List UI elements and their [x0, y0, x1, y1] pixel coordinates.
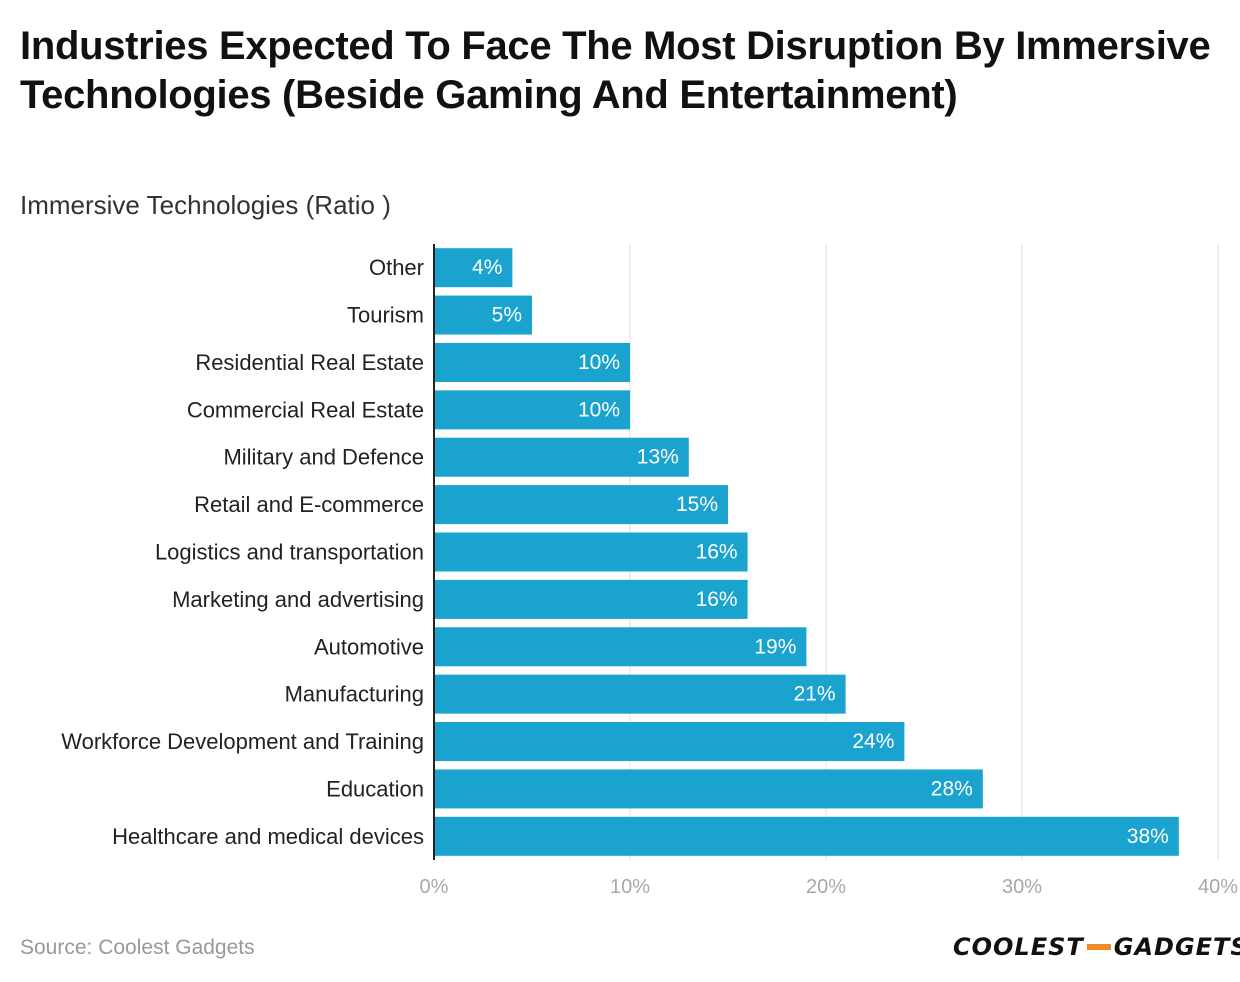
logo-text-right: GADGETS: [1113, 933, 1240, 961]
data-label: 24%: [852, 730, 894, 753]
logo-dash-icon: [1086, 944, 1111, 950]
data-label: 4%: [472, 256, 502, 279]
category-label: Retail and E-commerce: [194, 492, 424, 517]
bar: [434, 722, 905, 762]
data-label: 13%: [637, 446, 679, 469]
x-tick-label: 0%: [420, 876, 449, 898]
x-tick-label: 30%: [1002, 876, 1042, 898]
bar: [434, 816, 1179, 856]
category-label: Workforce Development and Training: [61, 729, 424, 754]
category-label: Commercial Real Estate: [187, 397, 424, 422]
category-label: Residential Real Estate: [195, 350, 424, 375]
chart-title: Industries Expected To Face The Most Dis…: [20, 24, 1211, 117]
category-label: Logistics and transportation: [155, 540, 424, 565]
data-label: 10%: [578, 398, 620, 421]
data-label: 5%: [492, 304, 522, 327]
bar: [434, 248, 513, 288]
category-label: Other: [369, 255, 424, 280]
bar: [434, 390, 630, 430]
data-label: 28%: [931, 777, 973, 800]
bar: [434, 485, 728, 525]
x-tick-label: 20%: [806, 876, 846, 898]
logo-text-left: COOLEST: [953, 933, 1084, 961]
source-note: Source: Coolest Gadgets: [20, 936, 255, 959]
category-label: Healthcare and medical devices: [112, 824, 424, 849]
data-label: 16%: [696, 541, 738, 564]
x-tick-label: 10%: [610, 876, 650, 898]
category-label: Education: [326, 776, 424, 801]
data-label: 38%: [1127, 825, 1169, 848]
bar: [434, 437, 689, 477]
bar: [434, 295, 532, 335]
bar: [434, 627, 807, 667]
bar: [434, 769, 983, 809]
category-label: Manufacturing: [285, 682, 424, 707]
data-label: 19%: [754, 635, 796, 658]
category-label: Marketing and advertising: [172, 587, 424, 612]
data-label: 21%: [794, 683, 836, 706]
category-label: Military and Defence: [223, 445, 424, 470]
category-label: Tourism: [347, 303, 424, 328]
bar: [434, 532, 748, 572]
bar: [434, 579, 748, 619]
coolest-gadgets-logo: COOLEST GADGETS: [953, 927, 1240, 967]
chart-subtitle: Immersive Technologies (Ratio ): [20, 190, 391, 220]
data-label: 16%: [696, 588, 738, 611]
data-label: 15%: [676, 493, 718, 516]
x-tick-label: 40%: [1198, 876, 1238, 898]
bar: [434, 674, 846, 714]
data-label: 10%: [578, 351, 620, 374]
bar: [434, 342, 630, 382]
category-label: Automotive: [314, 634, 424, 659]
